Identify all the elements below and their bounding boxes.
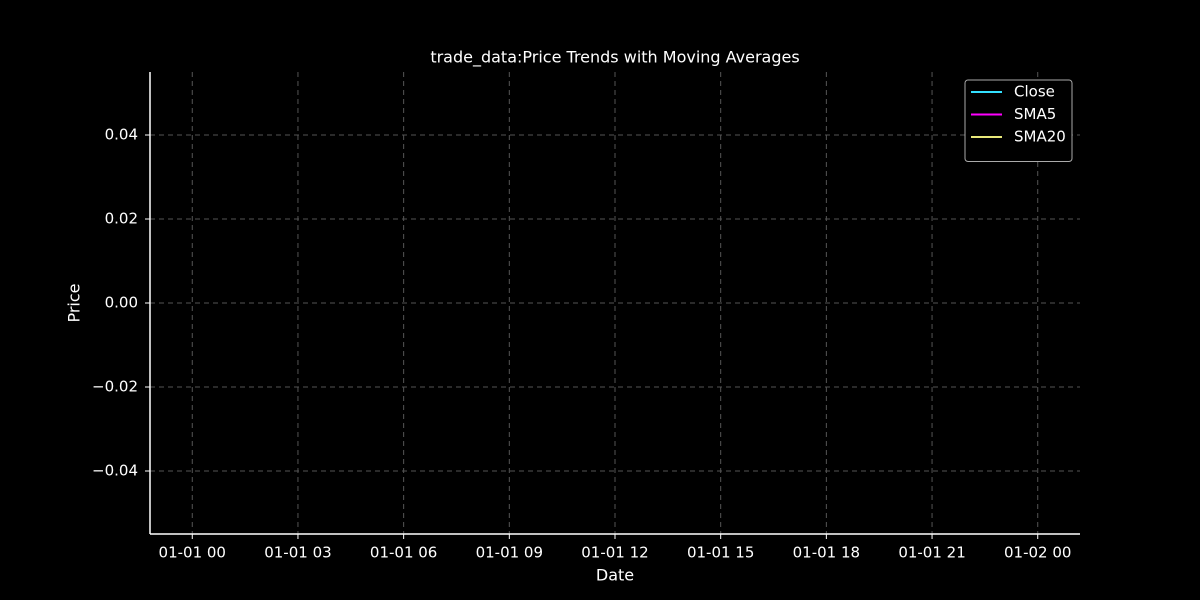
legend-label: SMA20 — [1014, 128, 1066, 146]
y-tick-label: −0.04 — [92, 462, 138, 480]
x-axis-label: Date — [596, 566, 634, 585]
y-axis-label: Price — [65, 283, 84, 322]
x-tick-label: 01-01 15 — [687, 544, 754, 562]
y-tick-label: 0.04 — [105, 126, 138, 144]
x-tick-label: 01-01 06 — [370, 544, 437, 562]
y-tick-label: 0.00 — [105, 294, 138, 312]
legend-label: SMA5 — [1014, 105, 1056, 123]
x-tick-label: 01-01 18 — [793, 544, 860, 562]
legend-box — [964, 79, 1073, 162]
chart-title: trade_data:Price Trends with Moving Aver… — [430, 48, 799, 68]
x-tick-label: 01-01 00 — [159, 544, 226, 562]
x-tick-label: 01-02 00 — [1004, 544, 1071, 562]
x-tick-label: 01-01 03 — [264, 544, 331, 562]
x-tick-label: 01-01 21 — [898, 544, 965, 562]
legend-label: Close — [1014, 83, 1055, 101]
y-tick-label: 0.02 — [105, 210, 138, 228]
x-tick-label: 01-01 12 — [581, 544, 648, 562]
x-tick-label: 01-01 09 — [476, 544, 543, 562]
y-tick-label: −0.02 — [92, 378, 138, 396]
